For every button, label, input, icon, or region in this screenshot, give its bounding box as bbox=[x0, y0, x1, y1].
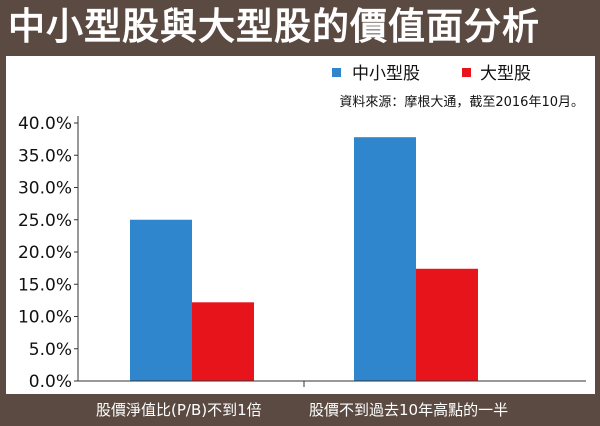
bars bbox=[130, 137, 478, 381]
chart-title: 中小型股與大型股的價值面分析 bbox=[8, 5, 540, 48]
y-tick-label: 40.0% bbox=[18, 114, 72, 134]
bar-large-0 bbox=[192, 302, 254, 381]
legend-label-large: 大型股 bbox=[480, 64, 531, 84]
bar-small-mid-0 bbox=[130, 219, 192, 381]
y-tick-label: 0.0% bbox=[29, 372, 72, 392]
x-axis-labels: 股價淨值比(P/B)不到1倍 股價不到過去10年高點的一半 bbox=[0, 396, 600, 426]
legend-label-small-mid: 中小型股 bbox=[352, 64, 420, 84]
x-tick-label: 股價淨值比(P/B)不到1倍 bbox=[96, 401, 262, 419]
bar-large-1 bbox=[416, 268, 478, 381]
legend: 中小型股 大型股 bbox=[332, 64, 531, 84]
y-tick-label: 5.0% bbox=[29, 340, 72, 360]
y-tick-label: 10.0% bbox=[18, 308, 72, 328]
y-tick-label: 25.0% bbox=[18, 211, 72, 231]
y-tick-label: 35.0% bbox=[18, 146, 72, 166]
source-note: 資料來源：摩根大通，截至2016年10月。 bbox=[339, 94, 584, 110]
bar-small-mid-1 bbox=[354, 137, 416, 381]
y-tick-label: 30.0% bbox=[18, 179, 72, 199]
y-tick-label: 20.0% bbox=[18, 243, 72, 263]
bar-chart: 中小型股 大型股 資料來源：摩根大通，截至2016年10月。 0.0% 5.0% 1… bbox=[18, 64, 586, 392]
x-tick-label: 股價不到過去10年高點的一半 bbox=[309, 401, 509, 419]
legend-swatch-small-mid bbox=[332, 68, 341, 77]
y-axis: 0.0% 5.0% 10.0% 15.0% 20.0% 25.0% 30.0% 35.0% 40… bbox=[18, 114, 78, 392]
legend-swatch-large bbox=[462, 68, 471, 77]
y-tick-label: 15.0% bbox=[18, 275, 72, 295]
title-bar: 中小型股與大型股的價值面分析 bbox=[0, 0, 600, 54]
chart-panel: 中小型股 大型股 資料來源：摩根大通，截至2016年10月。 0.0% 5.0% 1… bbox=[6, 56, 595, 394]
